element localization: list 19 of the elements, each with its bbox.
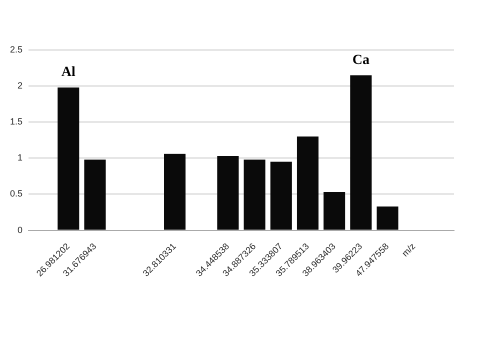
bar [164, 154, 186, 230]
bar [217, 156, 239, 230]
bar [244, 160, 266, 230]
y-tick-label: 2.5 [10, 44, 23, 54]
bar [324, 192, 346, 230]
bar [350, 75, 372, 230]
bar [58, 88, 80, 230]
x-tick-label: m/z [400, 240, 418, 259]
bar [376, 206, 398, 230]
y-tick-label: 0.5 [10, 188, 23, 199]
bar [270, 162, 292, 230]
annotation: Al [61, 65, 76, 80]
y-tick-label: 2 [17, 80, 23, 91]
y-tick-label: 1.5 [10, 116, 23, 127]
annotation: Ca [352, 52, 370, 68]
bar [84, 160, 106, 230]
y-tick-label: 0 [17, 224, 23, 235]
y-tick-label: 1 [17, 152, 23, 163]
bar [296, 136, 319, 230]
